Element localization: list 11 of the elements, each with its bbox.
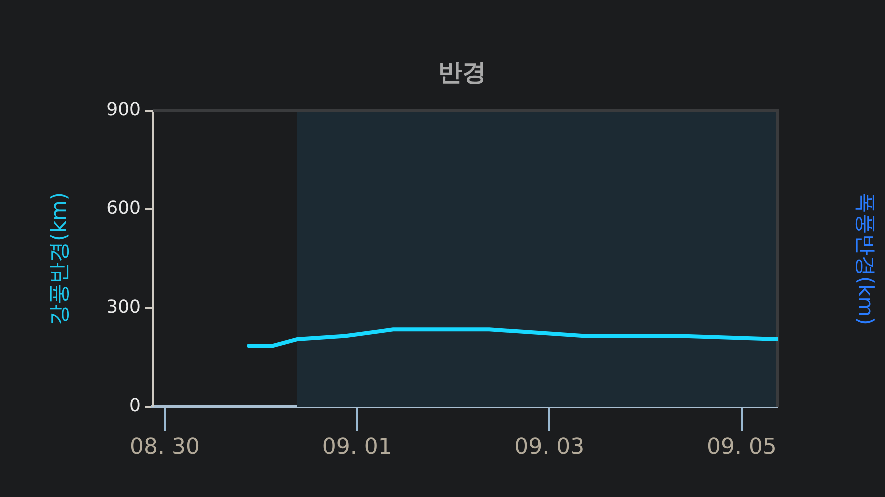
y-tick-label: 0 xyxy=(130,396,141,417)
x-tick-label: 08. 30 xyxy=(130,434,200,460)
y-tick-label: 300 xyxy=(106,296,141,318)
y-axis-title: 강풍반경(km) xyxy=(47,192,72,326)
y-tick-label: 600 xyxy=(106,198,141,220)
y2-axis-title: 폭풍반경(km) xyxy=(854,192,878,326)
x-tick-label: 09. 01 xyxy=(322,434,392,460)
x-tick-label: 09. 05 xyxy=(706,434,777,460)
x-tick-label: 09. 03 xyxy=(514,434,585,460)
y-tick-label: 900 xyxy=(106,99,141,120)
chart-title: 반경 xyxy=(438,58,486,87)
